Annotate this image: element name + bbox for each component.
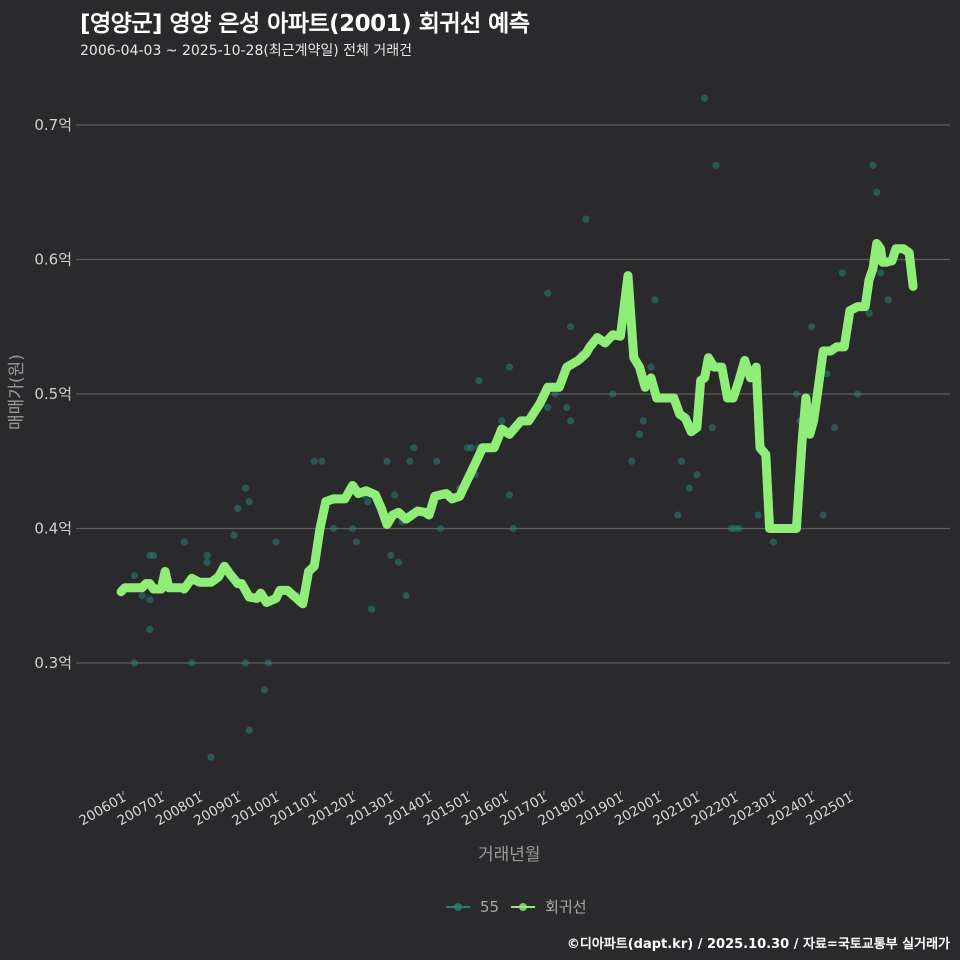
data-point [241,484,250,492]
data-point [823,370,831,378]
data-point [180,538,188,546]
data-point [708,424,716,432]
legend-item-regression[interactable]: 회귀선 [511,896,587,917]
data-point [567,417,575,425]
data-point [352,538,360,546]
data-point [700,94,709,102]
data-point [245,498,253,506]
chart-title: [영양군] 영양 은성 아파트(2001) 회귀선 예측 [80,11,530,37]
data-point [203,558,211,566]
data-point [406,457,414,465]
data-point [188,659,196,667]
data-point [402,592,410,600]
data-point [130,659,139,667]
scatter-series-55 [127,94,892,761]
data-point [410,444,418,452]
data-point [436,524,445,533]
data-point [677,457,686,465]
data-point [819,511,827,519]
data-point [467,444,475,452]
data-point [150,551,158,560]
data-point [310,457,318,465]
data-point [433,457,441,465]
data-point [865,309,873,317]
data-point [647,363,655,371]
data-point [831,424,839,432]
data-point [884,296,892,304]
data-point [838,269,846,277]
data-point [735,524,743,533]
data-point [383,457,391,465]
data-point [272,538,280,546]
legend-item-55[interactable]: 55 [446,898,499,916]
data-point [551,390,559,398]
data-point [498,417,506,425]
data-point [241,659,250,667]
data-point [685,484,693,492]
data-point [544,403,552,412]
data-point [544,289,552,297]
data-point [203,551,211,560]
data-point [475,376,483,385]
data-point [693,471,701,479]
data-point [635,430,644,438]
chart-subtitle: 2006-04-03 ~ 2025-10-28(최근계약일) 전체 거래건 [80,43,412,59]
data-point [509,524,517,533]
y-axis-ticks: 0.3억 0.4억 0.5억 0.6억 0.7억 [34,116,72,672]
legend: 55 회귀선 [446,896,599,917]
data-point [394,558,403,566]
y-tick-label: 0.5억 [34,385,72,403]
data-point [674,511,682,519]
data-point [138,592,146,600]
source-caption: ©디아파트(dapt.kr) / 2025.10.30 / 자료=국토교통부 실… [566,937,950,952]
data-point [876,269,885,277]
data-point [230,531,238,539]
data-point [234,504,242,512]
data-point [264,659,272,667]
y-tick-label: 0.7억 [34,116,72,134]
data-point [792,390,800,398]
x-axis-ticks: 2006012007012008012009012010012011012012… [76,790,856,830]
data-point [387,551,395,560]
data-point [146,625,154,633]
legend-swatch-regression-icon [511,902,536,911]
legend-swatch-55-icon [446,902,470,911]
data-point [207,753,215,761]
data-point [853,390,862,398]
data-point [873,188,881,196]
data-point [318,457,326,465]
data-point [368,605,376,613]
y-axis-label: 매매가(원) [7,354,27,430]
data-point [505,363,514,371]
data-point [505,491,514,499]
data-point [712,161,720,169]
regression-line [116,238,918,609]
y-tick-label: 0.3억 [34,654,72,672]
data-point [146,596,154,604]
data-point [754,511,762,519]
data-point [364,498,372,506]
data-point [628,457,636,465]
data-point [260,686,269,694]
data-point [769,538,778,546]
data-point [609,390,617,398]
x-axis-label: 거래년월 [478,845,541,865]
data-point [582,215,590,223]
legend-label-55: 55 [480,897,500,916]
data-point [329,524,338,533]
data-point [130,571,139,580]
data-point [348,524,357,533]
data-point [391,491,399,499]
data-point [567,323,575,331]
data-point [869,161,877,169]
data-point [639,417,647,425]
data-point [563,403,571,412]
data-point [651,296,659,304]
data-point [245,726,253,734]
data-point [808,323,816,331]
y-tick-label: 0.4억 [34,520,72,538]
y-tick-label: 0.6억 [34,251,72,269]
legend-label-regression: 회귀선 [545,898,587,916]
